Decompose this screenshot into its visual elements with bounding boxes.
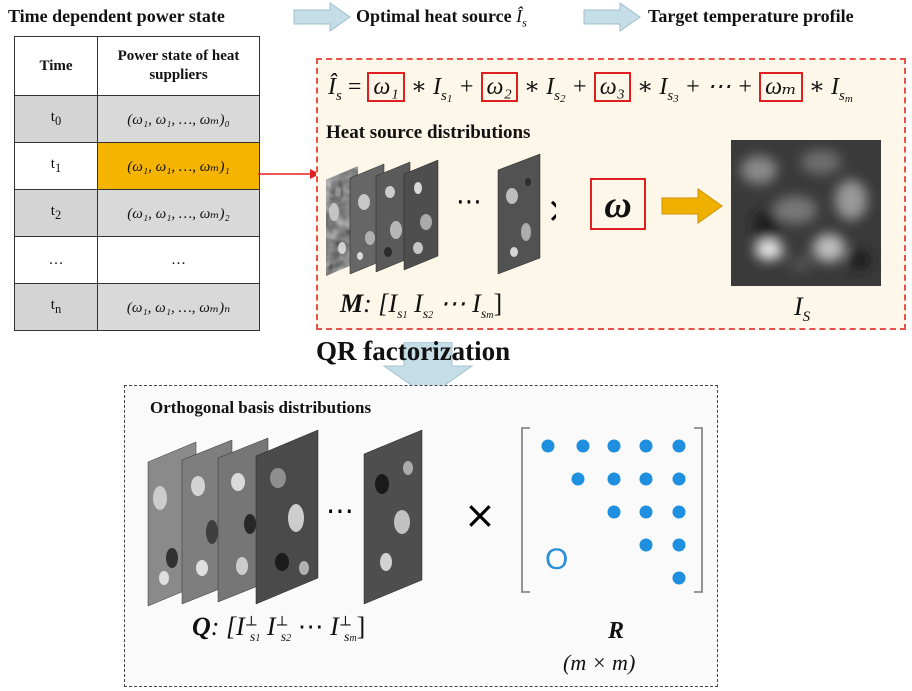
qr-title: QR factorization	[316, 336, 511, 366]
r-matrix-dimension: (m × m)	[563, 650, 636, 675]
r-matrix-entries	[541, 439, 686, 585]
r-matrix-label: R	[608, 618, 625, 644]
r-entry	[639, 505, 653, 519]
flow-arrow-2	[583, 2, 641, 32]
r-entry	[672, 538, 686, 552]
r-entry	[639, 472, 653, 486]
heat-source-stack: ⋯ ×	[326, 153, 556, 276]
zero-lower-triangle: O	[545, 543, 569, 576]
r-entry	[571, 472, 585, 486]
heat-source-formula: Îs = ω₁ ∗ Is1 + ω₂ ∗ Is2 + ω₃ ∗ Is3 + ⋯ …	[328, 72, 853, 105]
flow-step-heat-source: Optimal heat source Îs	[356, 6, 527, 30]
r-entry	[541, 439, 555, 453]
heat-source-title: Heat source distributions	[326, 122, 531, 143]
r-entry	[672, 439, 686, 453]
header-time: Time	[14, 36, 98, 96]
row-link-arrow	[258, 169, 320, 179]
weight-box-3: ω₃	[593, 72, 631, 102]
weight-box-2: ω₂	[480, 72, 518, 102]
flow-step-power-state: Time dependent power state	[8, 6, 225, 26]
heat-stack-dots: ⋯	[456, 187, 482, 217]
r-entry	[672, 571, 686, 585]
flow-step-symbol: Î	[516, 6, 523, 26]
r-entry	[607, 439, 621, 453]
r-entry	[576, 439, 590, 453]
table-row: tn (ω₁, ω₁, …, ωₘ)ₙ	[14, 283, 260, 331]
r-entry	[607, 505, 621, 519]
r-matrix	[521, 427, 703, 593]
result-heat-map	[731, 140, 881, 286]
flow-arrow-1	[293, 2, 351, 32]
heat-slice	[403, 159, 439, 271]
table-row: t0 (ω₁, ω₁, …, ωₘ)₀	[14, 95, 260, 143]
result-arrow	[661, 188, 723, 224]
table-row-highlight: t1 (ω₁, ω₁, …, ωₘ)₁	[14, 142, 260, 190]
q-matrix-label: Q: [I⊥s1 I⊥s2 ⋯ I⊥sm]	[192, 612, 366, 646]
result-label: IS	[794, 292, 811, 326]
r-entry	[639, 538, 653, 552]
qr-down-arrow	[382, 342, 474, 398]
times-sign: ×	[546, 190, 556, 231]
table-row: … …	[14, 236, 260, 284]
header-power-state: Power state of heat suppliers	[97, 36, 260, 96]
orthogonal-basis-stack: ⋯ ×	[147, 429, 496, 607]
omega-weight-box: ω	[590, 178, 646, 230]
orthogonal-basis-title: Orthogonal basis distributions	[150, 398, 372, 417]
r-entry	[639, 439, 653, 453]
times-sign-2: ×	[464, 493, 496, 537]
m-matrix-label: M: [Is1 Is2 ⋯ Ism]	[340, 289, 503, 323]
r-entry	[607, 472, 621, 486]
weight-box-1: ω₁	[367, 72, 405, 102]
flow-step-target-temp: Target temperature profile	[648, 6, 854, 26]
table-row: t2 (ω₁, ω₁, …, ωₘ)₂	[14, 189, 260, 237]
basis-slice	[255, 429, 319, 605]
heat-slice	[497, 153, 541, 275]
basis-stack-dots: ⋯	[326, 494, 354, 527]
power-state-table: Time Power state of heat suppliers t0 (ω…	[14, 36, 260, 331]
weight-box-m: ωₘ	[759, 72, 803, 102]
r-entry	[672, 472, 686, 486]
r-entry	[672, 505, 686, 519]
basis-slice	[363, 429, 423, 605]
